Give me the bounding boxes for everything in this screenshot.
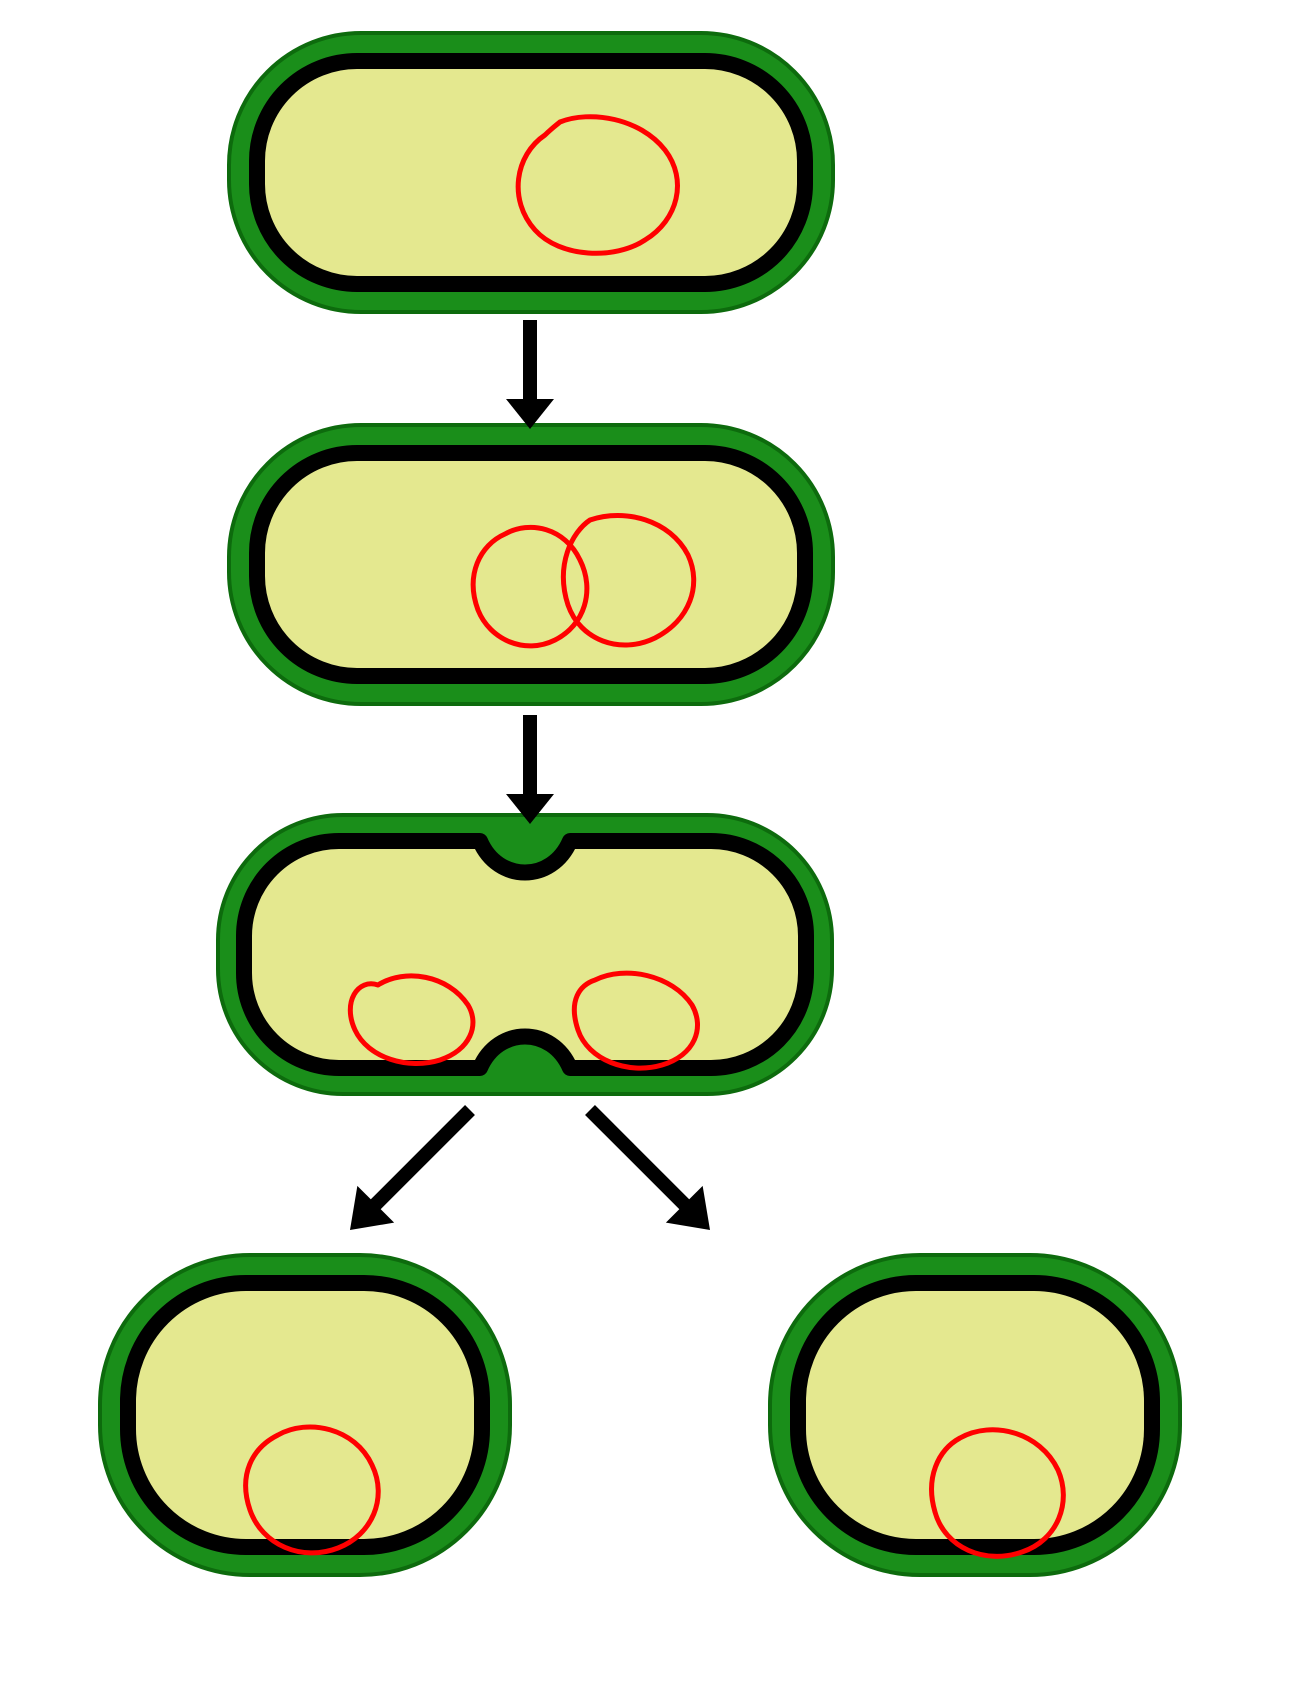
- cell-membrane: [257, 61, 805, 284]
- cell-stage4b: [770, 1255, 1180, 1575]
- cell-stage4a: [100, 1255, 510, 1575]
- cell-membrane: [128, 1283, 482, 1547]
- cell-membrane: [244, 841, 806, 1068]
- arrow-shaft: [361, 1110, 470, 1219]
- arrow-arrow1: [506, 320, 554, 429]
- binary-fission-diagram: [0, 0, 1291, 1698]
- cell-stage1: [229, 33, 833, 312]
- cell-membrane: [257, 453, 805, 676]
- arrow-shaft: [590, 1110, 699, 1219]
- arrow-arrow2: [506, 715, 554, 824]
- cell-membrane: [798, 1283, 1152, 1547]
- arrow-arrow3: [350, 1110, 470, 1230]
- cell-stage3: [218, 815, 832, 1094]
- cell-stage2: [229, 425, 833, 704]
- arrow-arrow4: [590, 1110, 710, 1230]
